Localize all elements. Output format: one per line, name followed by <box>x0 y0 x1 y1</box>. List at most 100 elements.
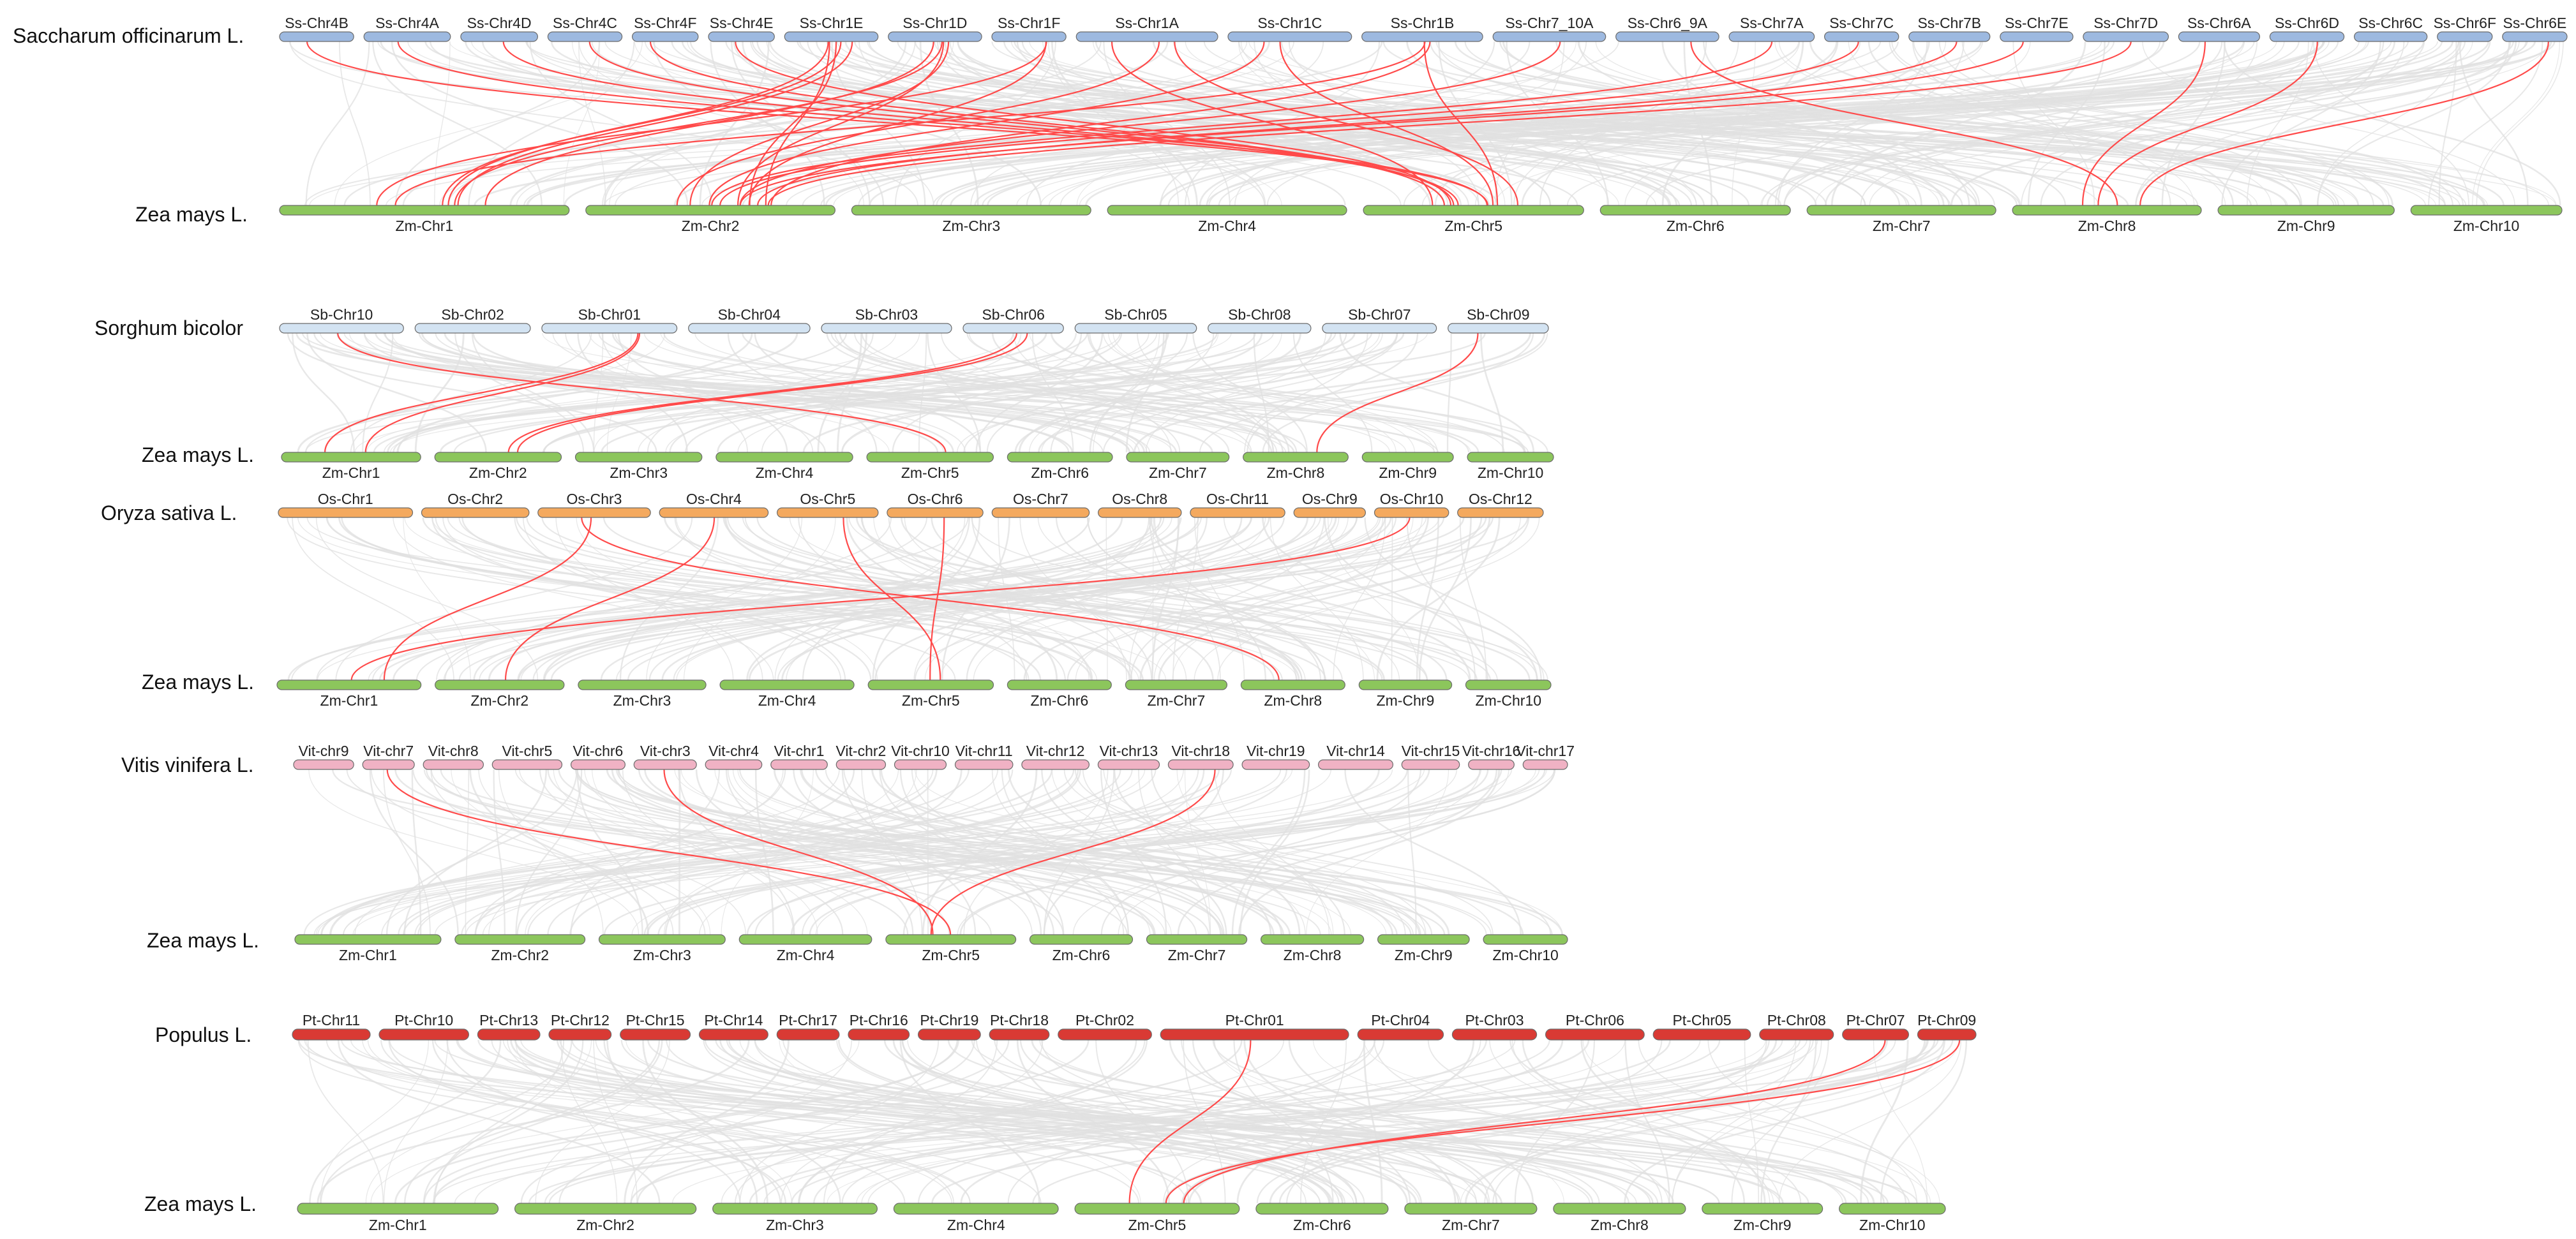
collinear-gene-link <box>350 517 1411 681</box>
saccharum-chromosome-label: Ss-Chr1D <box>902 15 967 31</box>
zea-chromosome-label: Zm-Chr5 <box>922 947 980 963</box>
synteny-link <box>801 769 1433 935</box>
oryza-chromosome-label: Os-Chr7 <box>1013 491 1068 507</box>
synteny-link <box>1031 1039 1875 1204</box>
synteny-link <box>362 1039 952 1204</box>
synteny-link <box>950 41 2454 206</box>
synteny-link <box>315 517 539 681</box>
sorghum-chromosome-label: Sb-Chr05 <box>1104 306 1167 323</box>
synteny-link <box>1247 332 1419 453</box>
synteny-link <box>991 769 1129 935</box>
synteny-link <box>1050 332 1215 453</box>
synteny-link <box>957 41 1678 206</box>
synteny-link <box>643 769 1409 935</box>
synteny-link <box>1092 41 1697 206</box>
populus-chromosome-label: Pt-Chr12 <box>551 1012 610 1028</box>
vitis-chromosome-bar <box>894 759 947 770</box>
synteny-link <box>841 332 1219 453</box>
zea-chromosome-bar <box>1358 679 1453 690</box>
synteny-link <box>791 1039 1721 1204</box>
bottom-chromosomes: Zm-Chr1 Zm-Chr2 Zm-Chr3 Zm-Chr4 Zm-Chr5 Zm-Ch… <box>294 934 1568 963</box>
collinear-gene-link <box>2097 41 2318 206</box>
zea-chromosome-label: Zm-Chr4 <box>758 692 816 709</box>
zea-chromosome-bar <box>281 452 421 463</box>
synteny-link <box>1125 332 1165 453</box>
saccharum-chromosome-label: Ss-Chr7A <box>1740 15 1804 31</box>
synteny-link <box>287 517 956 681</box>
synteny-link <box>1018 332 1302 453</box>
synteny-link <box>1831 41 2086 206</box>
synteny-link <box>1364 517 1542 681</box>
synteny-link <box>514 1039 1784 1204</box>
zea-chromosome-label: Zm-Chr9 <box>1734 1217 1792 1233</box>
synteny-link <box>798 517 1028 681</box>
oryza-chromosome-label: Os-Chr11 <box>1206 491 1269 507</box>
synteny-link <box>454 1039 1808 1204</box>
synteny-link <box>1085 41 2552 206</box>
synteny-link <box>461 769 1232 935</box>
collinear-gene-link <box>663 769 934 935</box>
populus-chromosome-bar <box>1842 1028 1909 1041</box>
sorghum-chromosome-bar <box>1074 323 1197 334</box>
saccharum-chromosome-label: Ss-Chr1B <box>1391 15 1455 31</box>
zea-chromosome-label: Zm-Chr6 <box>1031 464 1089 481</box>
synteny-link <box>320 332 1287 453</box>
synteny-link <box>678 769 795 935</box>
synteny-link <box>1256 1039 1770 1204</box>
synteny-link <box>1880 1039 1968 1204</box>
synteny-link <box>465 769 470 935</box>
zea-chromosome-label: Zm-Chr1 <box>369 1217 427 1233</box>
synteny-link <box>1327 517 1420 681</box>
collinear-gene-link <box>2139 41 2549 206</box>
panel-saccharum: Saccharum officinarum L. Zea mays L. Ss-… <box>13 15 2568 234</box>
collinear-gene-link <box>442 41 842 206</box>
saccharum-chromosome-label: Ss-Chr7D <box>2093 15 2158 31</box>
synteny-link <box>1003 41 1963 206</box>
synteny-link <box>815 769 1458 935</box>
zea-chromosome-bar <box>867 679 994 690</box>
synteny-link <box>1148 517 1375 681</box>
synteny-link <box>683 517 836 681</box>
oryza-chromosome-bar <box>1374 507 1449 518</box>
zea-chromosome-bar <box>276 679 422 690</box>
oryza-chromosome-bar <box>421 507 530 518</box>
vitis-chromosome-bar <box>954 759 1014 770</box>
synteny-link <box>666 1039 1346 1204</box>
populus-chromosome-label: Pt-Chr15 <box>626 1012 685 1028</box>
zea-chromosome-label: Zm-Chr4 <box>756 464 814 481</box>
synteny-link <box>1113 769 1301 935</box>
synteny-link <box>1089 332 1168 453</box>
populus-chromosome-label: Pt-Chr03 <box>1465 1012 1524 1028</box>
synteny-link <box>593 332 604 453</box>
saccharum-chromosome-label: Ss-Chr4F <box>634 15 696 31</box>
collinear-gene-link <box>929 517 945 681</box>
zea-chromosome-bar <box>1107 205 1347 216</box>
synteny-link <box>1253 332 1270 453</box>
background-links <box>287 517 1548 681</box>
species-label-top: Saccharum officinarum L. <box>13 24 244 47</box>
synteny-link <box>433 1039 584 1204</box>
collinear-gene-link <box>842 517 941 681</box>
synteny-link <box>352 769 1547 935</box>
populus-chromosome-bar <box>292 1028 371 1041</box>
saccharum-chromosome-bar <box>2354 31 2428 42</box>
saccharum-chromosome-bar <box>2178 31 2260 42</box>
synteny-link <box>383 769 431 935</box>
synteny-link <box>1192 332 1308 453</box>
synteny-link <box>403 769 548 935</box>
oryza-chromosome-bar <box>1190 507 1285 518</box>
synteny-link <box>440 769 1412 935</box>
synteny-link <box>522 517 763 681</box>
synteny-link <box>809 769 1489 935</box>
synteny-link <box>498 769 604 935</box>
saccharum-chromosome-label: Ss-Chr6E <box>2503 15 2567 31</box>
synteny-link <box>1760 1039 1817 1204</box>
zea-chromosome-bar <box>885 934 1017 945</box>
oryza-chromosome-label: Os-Chr9 <box>1302 491 1358 507</box>
zea-chromosome-label: Zm-Chr4 <box>947 1217 1005 1233</box>
panel-populus: Populus L. Zea mays L. Pt-Chr11 Pt-Chr10 P… <box>144 1012 1977 1233</box>
saccharum-chromosome-label: Ss-Chr4E <box>710 15 774 31</box>
synteny-link <box>514 769 1426 935</box>
synteny-link <box>963 332 1347 453</box>
oryza-chromosome-bar <box>659 507 769 518</box>
